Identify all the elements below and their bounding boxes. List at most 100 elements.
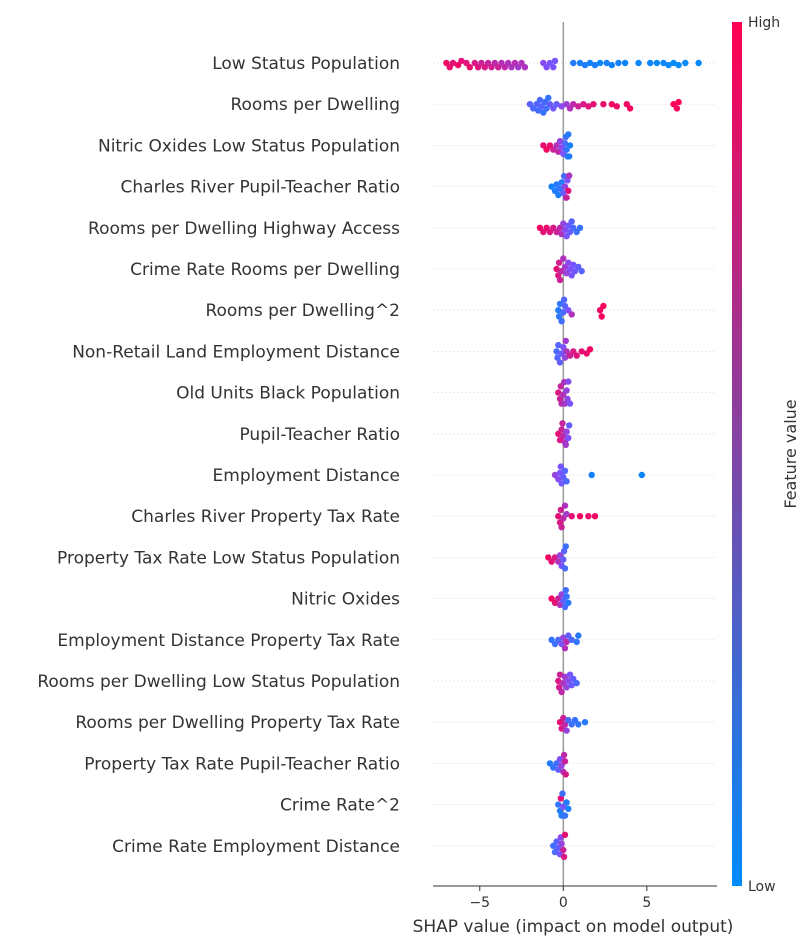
shap-point: [553, 265, 560, 273]
shap-point: [521, 63, 529, 71]
shap-point: [578, 267, 585, 275]
shap-point: [558, 426, 565, 433]
shap-point: [695, 59, 702, 67]
shap-point: [647, 59, 654, 67]
shap-point: [562, 543, 569, 550]
shap-point: [565, 259, 572, 266]
feature-label: Rooms per Dwelling Highway Access: [88, 219, 400, 239]
shap-point: [563, 510, 570, 518]
feature-label: Non-Retail Land Employment Distance: [72, 342, 400, 362]
shap-point: [598, 313, 605, 320]
shap-point: [600, 101, 607, 108]
shap-point: [603, 59, 610, 67]
shap-point: [556, 359, 564, 366]
shap-point: [566, 153, 573, 160]
shap-point: [560, 846, 567, 854]
shap-point: [563, 428, 570, 435]
shap-point: [581, 719, 589, 726]
shap-point: [555, 389, 562, 396]
shap-point: [554, 354, 561, 361]
shap-point: [563, 478, 570, 485]
feature-label: Rooms per Dwelling Property Tax Rate: [75, 713, 400, 733]
shap-point: [568, 682, 575, 689]
shap-point: [670, 59, 677, 67]
shap-point: [555, 341, 562, 349]
shap-point: [608, 61, 615, 69]
shap-point: [575, 632, 582, 639]
shap-point: [555, 259, 563, 266]
shap-point: [561, 645, 569, 652]
shap-point: [608, 101, 615, 108]
shap-point: [588, 471, 595, 479]
shap-point: [682, 59, 689, 67]
shap-point: [565, 131, 572, 138]
shap-point: [466, 63, 473, 71]
shap-point: [562, 337, 569, 345]
shap-point: [562, 587, 569, 594]
shap-point: [581, 61, 589, 69]
feature-label: Nitric Oxides Low Status Population: [98, 136, 400, 156]
shap-point: [565, 378, 572, 385]
shap-point: [458, 57, 465, 65]
feature-label: Charles River Property Tax Rate: [131, 507, 400, 527]
shap-point: [576, 59, 584, 67]
shap-point: [559, 790, 566, 797]
shap-point: [585, 513, 592, 520]
shap-point: [576, 224, 584, 231]
shap-point: [563, 593, 570, 600]
shap-point: [561, 140, 569, 147]
shap-point: [635, 59, 642, 67]
shap-point: [555, 313, 563, 320]
shap-point: [561, 502, 569, 509]
shap-point: [665, 61, 672, 69]
x-tick-label: 5: [642, 895, 651, 911]
shap-point: [565, 187, 572, 194]
shap-point: [560, 220, 567, 227]
shap-point: [562, 771, 569, 778]
shap-point: [558, 480, 565, 487]
x-axis-label: SHAP value (impact on model output): [413, 917, 734, 937]
colorbar-high-label: High: [748, 15, 780, 31]
shap-point: [565, 434, 572, 442]
shap-point: [560, 556, 567, 563]
shap-point: [561, 812, 569, 819]
shap-point: [553, 348, 560, 355]
shap-point: [575, 721, 582, 728]
shap-point: [556, 276, 564, 284]
shap-point: [560, 714, 567, 722]
shap-point: [568, 636, 575, 643]
feature-label: Property Tax Rate Pupil-Teacher Ratio: [84, 754, 400, 774]
shap-point: [560, 751, 568, 759]
x-axis: −5 0 5: [433, 885, 717, 911]
shap-point: [564, 395, 571, 403]
shap-point: [585, 103, 592, 110]
shap-point: [556, 671, 564, 678]
shap-point: [560, 189, 567, 197]
shap-point: [563, 727, 570, 734]
shap-point: [555, 677, 562, 685]
shap-point: [563, 684, 570, 691]
shap-point: [621, 59, 629, 67]
shap-point: [558, 688, 565, 696]
shap-point: [555, 307, 562, 314]
shap-point: [563, 638, 570, 646]
shap-point: [553, 838, 560, 845]
shap-point: [563, 194, 570, 201]
shap-point: [573, 638, 580, 646]
shap-point: [556, 138, 564, 145]
shap-point: [586, 59, 594, 67]
shap-point: [568, 513, 575, 520]
shap-point: [570, 261, 577, 268]
shap-point: [653, 59, 661, 67]
shap-point: [551, 57, 559, 65]
feature-label: Employment Distance Property Tax Rate: [57, 631, 400, 651]
shap-point: [566, 172, 573, 179]
data-points: [443, 57, 702, 860]
shap-point: [561, 758, 569, 765]
feature-label: Rooms per Dwelling: [230, 95, 400, 115]
shap-point: [561, 400, 569, 407]
shap-point: [570, 59, 577, 67]
shap-point: [553, 101, 560, 108]
shap-point: [560, 296, 568, 303]
